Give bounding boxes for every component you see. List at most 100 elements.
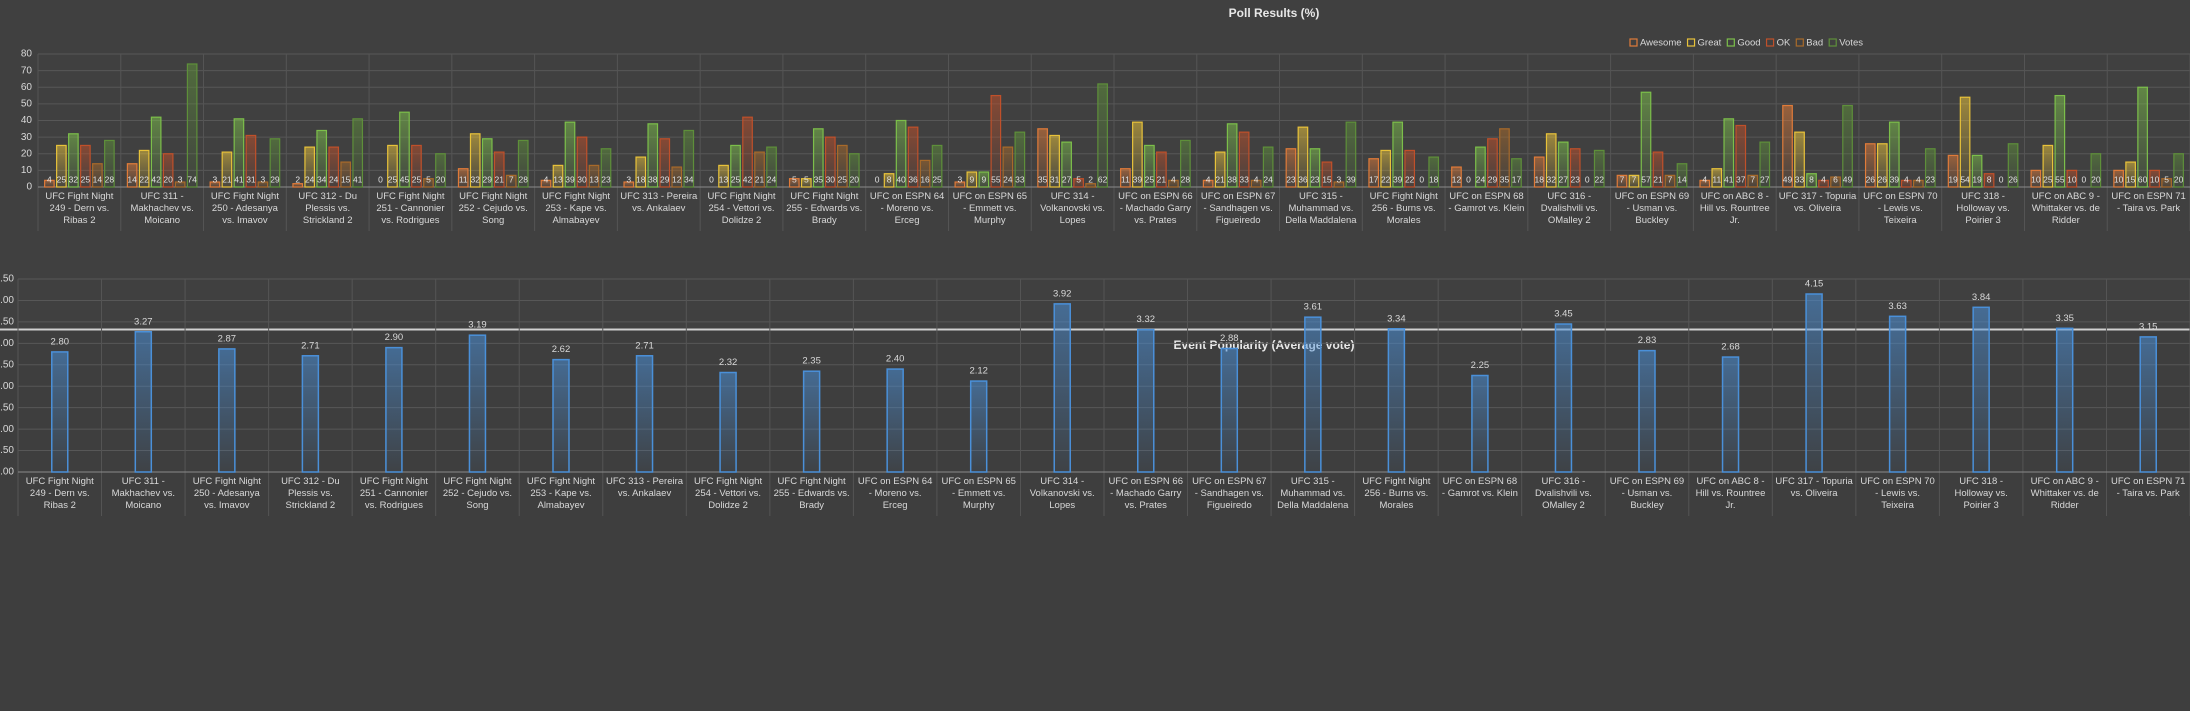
- bar: [1014, 131, 1026, 188]
- x-label-box: UFC on ABC 8 - Hill vs. Rountree Jr.: [1700, 191, 1770, 226]
- bar: [1842, 104, 1853, 188]
- value-label: 2.83: [1638, 335, 1657, 346]
- value-label: 41: [234, 174, 244, 184]
- bar: [1428, 156, 1440, 188]
- bar: [1392, 121, 1404, 188]
- value-label: 10: [2031, 174, 2041, 184]
- bar: [742, 116, 753, 188]
- bar: [1569, 148, 1581, 188]
- value-label: 20: [2174, 174, 2184, 184]
- bar: [907, 126, 919, 188]
- bar: [2066, 169, 2078, 188]
- value-label: 25: [57, 174, 67, 184]
- value-label: 20: [163, 174, 173, 184]
- value-label: 13: [553, 174, 563, 184]
- x-tick-label: UFC Fight Night 255 - Edwards vs. Brady: [786, 191, 863, 226]
- bar: [564, 121, 576, 188]
- value-label: 5: [2164, 174, 2169, 184]
- bar: [895, 119, 907, 188]
- value-label: 5: [792, 174, 797, 184]
- bar: [1616, 174, 1628, 188]
- value-label: 7: [1668, 174, 1673, 184]
- value-label: 23: [1286, 174, 1296, 184]
- bar: [1285, 148, 1297, 188]
- bar: [2173, 153, 2184, 188]
- value-label: 33: [1239, 174, 1249, 184]
- value-label: 13: [589, 174, 599, 184]
- bar: [730, 144, 741, 188]
- bar: [134, 331, 153, 473]
- x-tick-label: UFC on ESPN 68 - Gamrot vs. Klein: [1441, 476, 1518, 499]
- legend-swatch: [1828, 38, 1837, 47]
- bar: [1628, 174, 1640, 188]
- bar: [1652, 151, 1664, 188]
- bar: [352, 118, 364, 188]
- x-tick-label: UFC 311 - Makhachev vs. Moicano: [111, 476, 175, 511]
- x-tick-label: UFC on ESPN 66 - Machado Garry vs. Prate…: [1108, 476, 1183, 511]
- x-label-box: UFC 311 - Makhachev vs. Moicano: [130, 191, 193, 226]
- x-label-box: UFC 314 - Volkanovski vs. Lopes: [1040, 191, 1106, 226]
- value-label: 15: [2126, 174, 2136, 184]
- x-label-box: UFC on ESPN 68 - Gamrot vs. Klein: [1441, 476, 1518, 499]
- value-label: 2.12: [969, 366, 988, 377]
- value-label: 20: [850, 174, 860, 184]
- x-label-box: UFC on ESPN 64 - Moreno vs. Erceg: [870, 191, 944, 226]
- bar: [301, 355, 320, 473]
- bar: [1805, 293, 1823, 473]
- bar: [766, 146, 777, 188]
- value-label: 8: [1987, 174, 1992, 184]
- x-tick-label: UFC 312 - Du Plessis vs. Strickland 2: [281, 476, 340, 511]
- bar: [969, 380, 988, 473]
- bar: [468, 334, 487, 473]
- x-tick-label: UFC 318 - Holloway vs. Poirier 3: [1954, 476, 2008, 511]
- x-tick-label: UFC on ESPN 71 - Taira vs. Park: [2110, 476, 2186, 499]
- x-label-box: UFC 316 - Dvalishvili vs. OMalley 2: [1541, 191, 1598, 226]
- x-tick-label: UFC 314 - Volkanovski vs. Lopes: [1040, 191, 1106, 226]
- bar: [1971, 154, 1983, 188]
- value-label: 2.25: [1471, 360, 1490, 371]
- value-label: 4: [1206, 174, 1211, 184]
- value-label: 14: [127, 174, 137, 184]
- x-tick-label: UFC Fight Night 252 - Cejudo vs. Song: [442, 476, 513, 511]
- bar: [2054, 94, 2066, 188]
- value-label: 18: [1534, 174, 1544, 184]
- value-label: 3.63: [1888, 301, 1907, 312]
- legend-label: OK: [1777, 38, 1791, 49]
- x-label-box: UFC 318 - Holloway vs. Poirier 3: [1954, 476, 2008, 511]
- value-label: 2.62: [552, 344, 571, 355]
- bar: [1262, 146, 1274, 188]
- value-label: 14: [93, 174, 103, 184]
- bar: [457, 168, 469, 188]
- value-label: 49: [1843, 174, 1853, 184]
- x-tick-label: UFC 315 - Muhammad vs. Della Maddalena: [1285, 191, 1357, 226]
- bar: [92, 163, 103, 188]
- value-label: 2: [295, 174, 300, 184]
- value-label: 13: [719, 174, 729, 184]
- x-label-box: UFC on ESPN 70 - Lewis vs. Teixeira: [1860, 476, 1934, 511]
- x-tick-label: UFC 318 - Holloway vs. Poirier 3: [1956, 191, 2010, 226]
- value-label: 27: [1558, 174, 1568, 184]
- value-label: 31: [246, 174, 256, 184]
- x-label-box: UFC 312 - Du Plessis vs. Strickland 2: [298, 191, 357, 226]
- value-label: 22: [1405, 174, 1415, 184]
- bar: [1593, 149, 1605, 188]
- value-label: 25: [932, 174, 942, 184]
- value-label: 3: [261, 174, 266, 184]
- value-label: 24: [305, 174, 315, 184]
- bar: [1475, 146, 1486, 188]
- bar: [304, 146, 316, 188]
- value-label: 3.61: [1304, 302, 1323, 313]
- bar: [552, 358, 570, 473]
- bar: [1972, 306, 1990, 473]
- bar: [218, 348, 236, 473]
- x-label-box: UFC on ESPN 67 - Sandhagen vs. Figueired…: [1192, 476, 1266, 511]
- legend-label: Bad: [1806, 38, 1823, 49]
- x-label-box: UFC 317 - Topuria vs. Oliveira: [1779, 191, 1856, 214]
- bar: [2030, 169, 2042, 188]
- x-tick-label: UFC Fight Night 252 - Cejudo vs. Song: [458, 191, 528, 226]
- x-tick-label: UFC Fight Night 250 - Adesanya vs. Imavo…: [210, 191, 279, 226]
- value-label: 42: [151, 174, 161, 184]
- value-label: 4: [1702, 174, 1707, 184]
- bar: [576, 136, 588, 188]
- bottom-panel: [0, 331, 2190, 711]
